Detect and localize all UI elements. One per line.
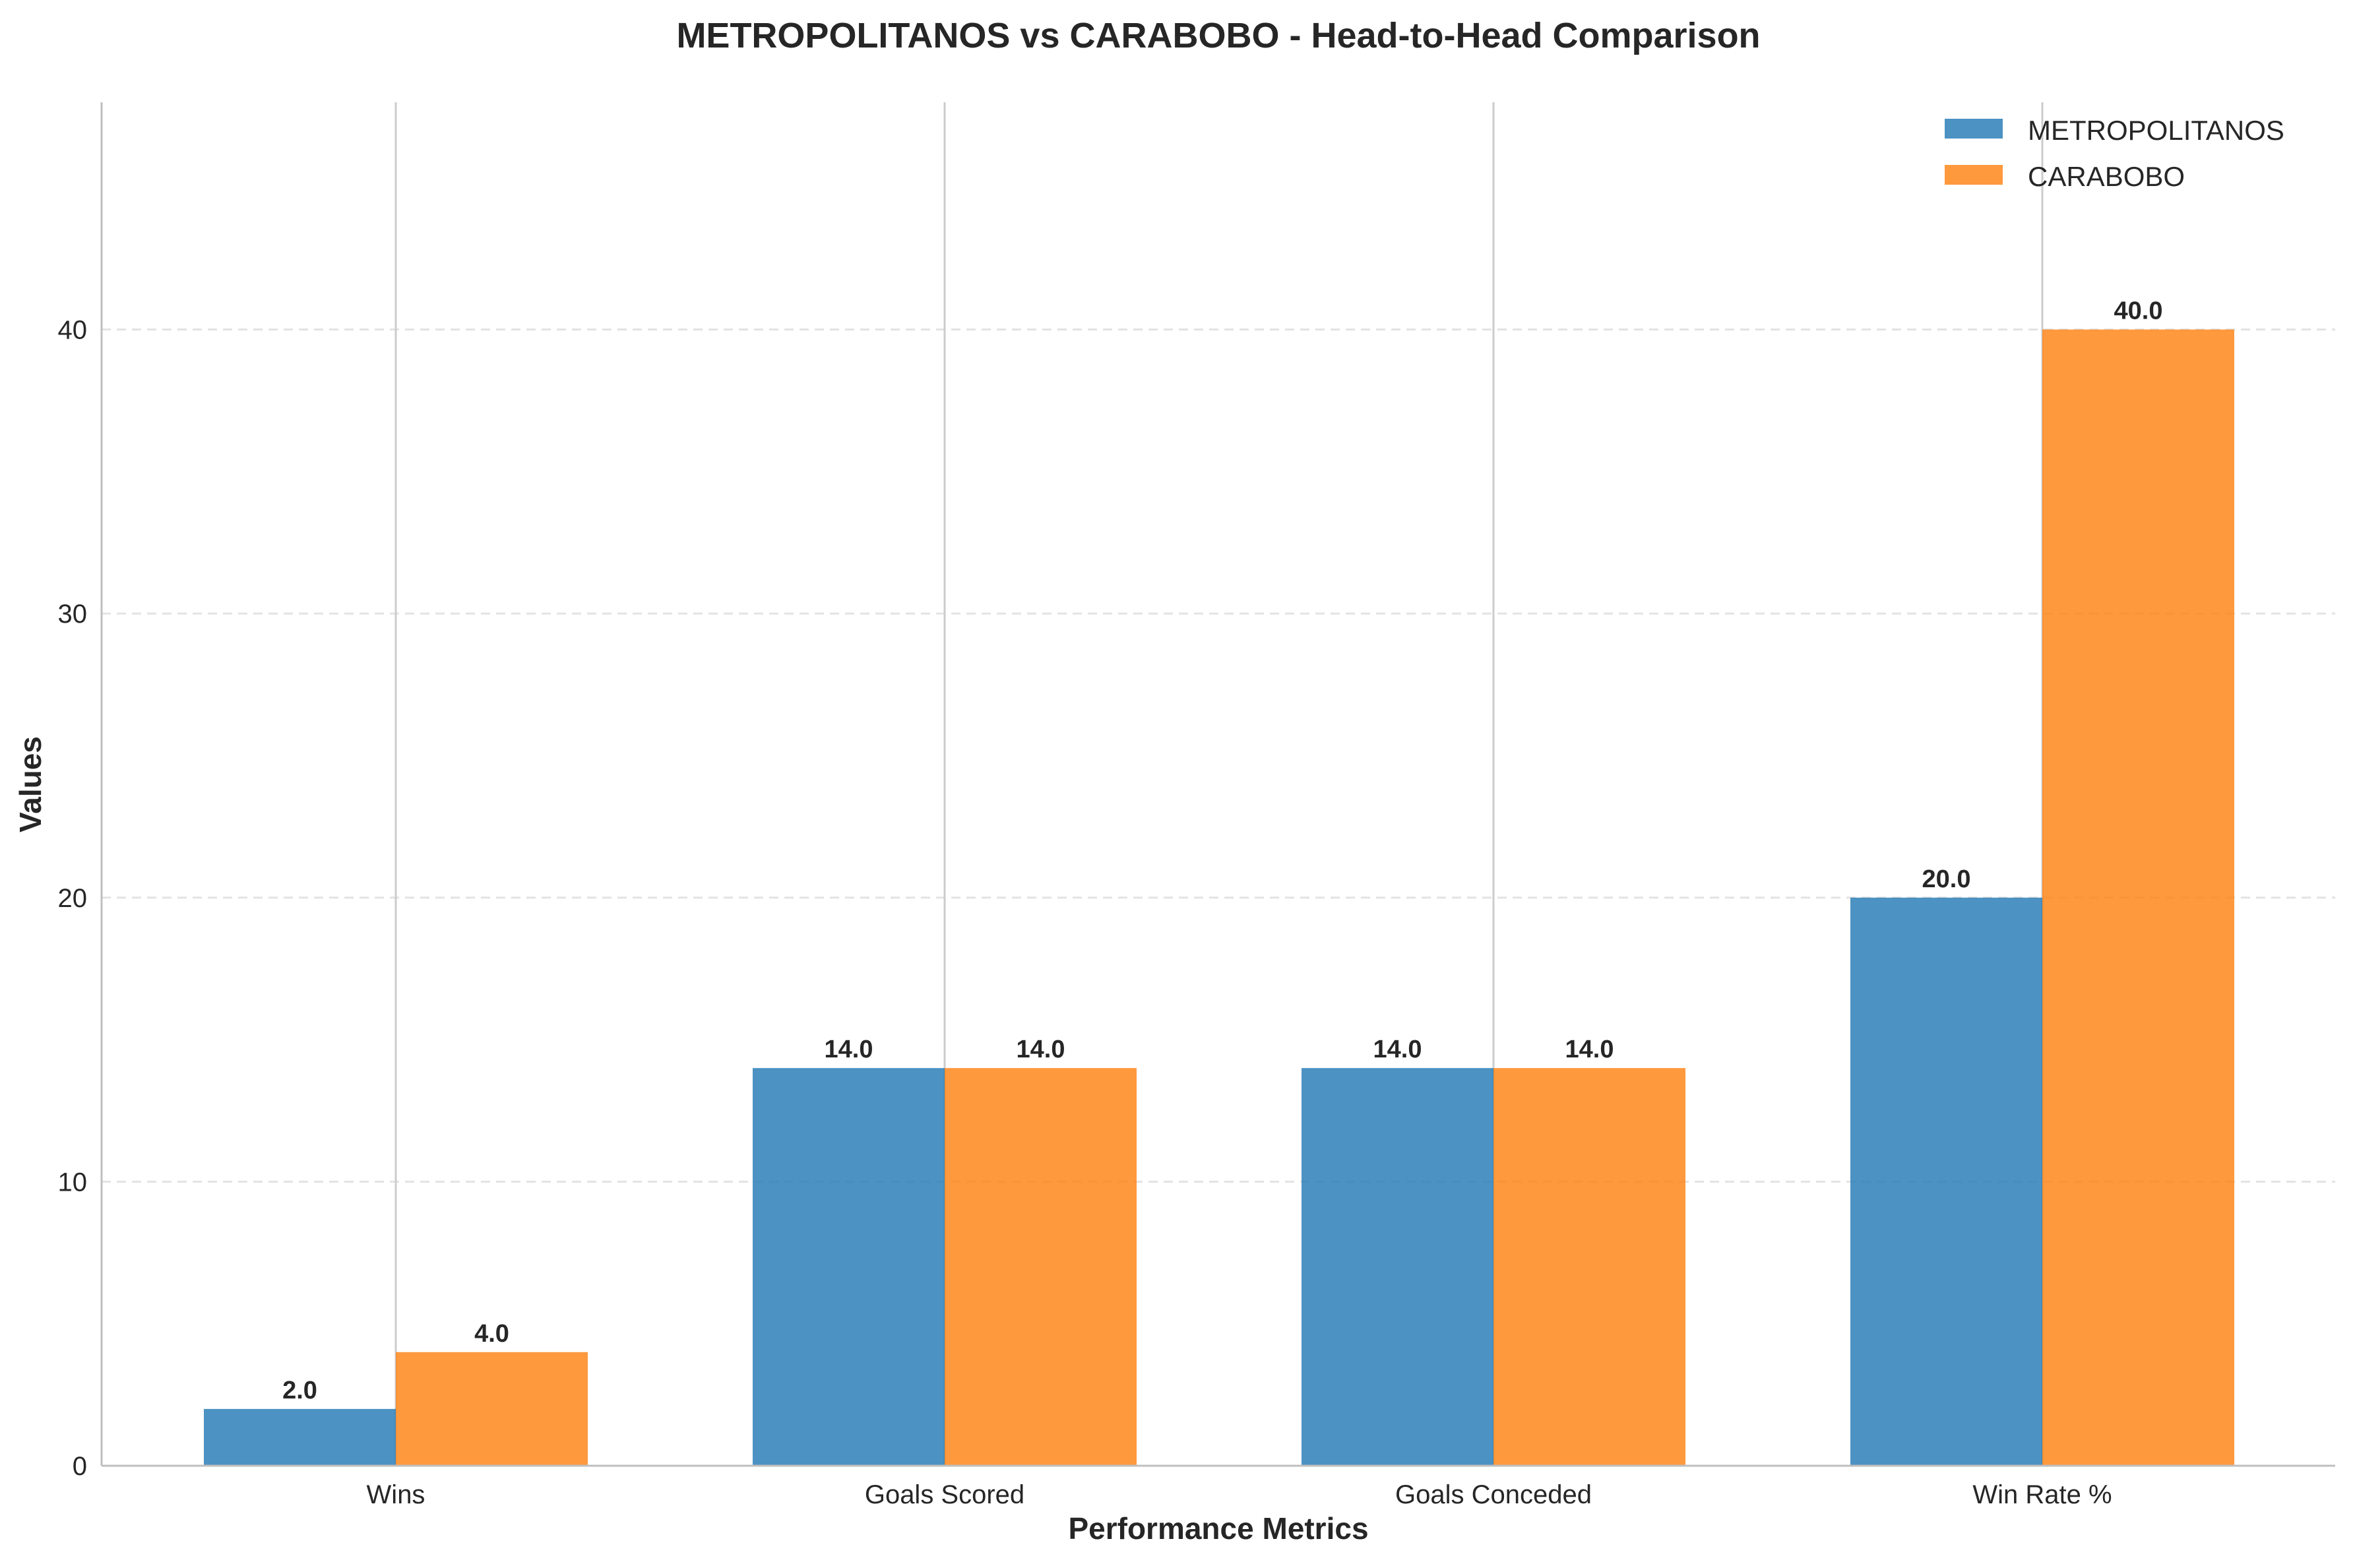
legend-label: CARABOBO bbox=[2028, 161, 2185, 192]
data-label: 14.0 bbox=[1565, 1036, 1614, 1063]
x-axis-label: Performance Metrics bbox=[1068, 1511, 1368, 1546]
bar-metropolitanos-0 bbox=[204, 1408, 396, 1466]
data-label: 14.0 bbox=[825, 1036, 873, 1063]
legend-swatch bbox=[1945, 165, 2003, 185]
x-tick-label: Wins bbox=[367, 1480, 425, 1509]
y-tick-label: 0 bbox=[73, 1452, 87, 1481]
x-tick-label: Goals Scored bbox=[865, 1480, 1024, 1509]
chart-title: METROPOLITANOS vs CARABOBO - Head-to-Hea… bbox=[676, 16, 1760, 55]
data-label: 40.0 bbox=[2114, 298, 2163, 325]
data-label: 4.0 bbox=[474, 1320, 509, 1348]
bar-carabobo-1 bbox=[945, 1068, 1137, 1466]
bar-carabobo-0 bbox=[396, 1352, 588, 1466]
legend-label: METROPOLITANOS bbox=[2028, 115, 2284, 146]
x-tick-label: Win Rate % bbox=[1972, 1480, 2112, 1509]
y-tick-label: 20 bbox=[58, 884, 88, 913]
bar-metropolitanos-2 bbox=[1302, 1068, 1493, 1466]
y-tick-label: 10 bbox=[58, 1168, 88, 1197]
bar-carabobo-3 bbox=[2042, 329, 2234, 1466]
data-label: 14.0 bbox=[1017, 1036, 1065, 1063]
bar-metropolitanos-3 bbox=[1850, 897, 2042, 1466]
bar-metropolitanos-1 bbox=[753, 1068, 945, 1466]
x-tick-label: Goals Conceded bbox=[1395, 1480, 1592, 1509]
data-label: 20.0 bbox=[1922, 865, 1971, 893]
data-label: 14.0 bbox=[1373, 1036, 1422, 1063]
legend-swatch bbox=[1945, 119, 2003, 139]
legend: METROPOLITANOS CARABOBO bbox=[1945, 115, 2284, 192]
y-tick-label: 40 bbox=[58, 316, 88, 345]
y-tick-label: 30 bbox=[58, 600, 88, 629]
data-label: 2.0 bbox=[282, 1377, 317, 1404]
bar-carabobo-2 bbox=[1493, 1068, 1685, 1466]
y-axis-label: Values bbox=[13, 736, 47, 832]
